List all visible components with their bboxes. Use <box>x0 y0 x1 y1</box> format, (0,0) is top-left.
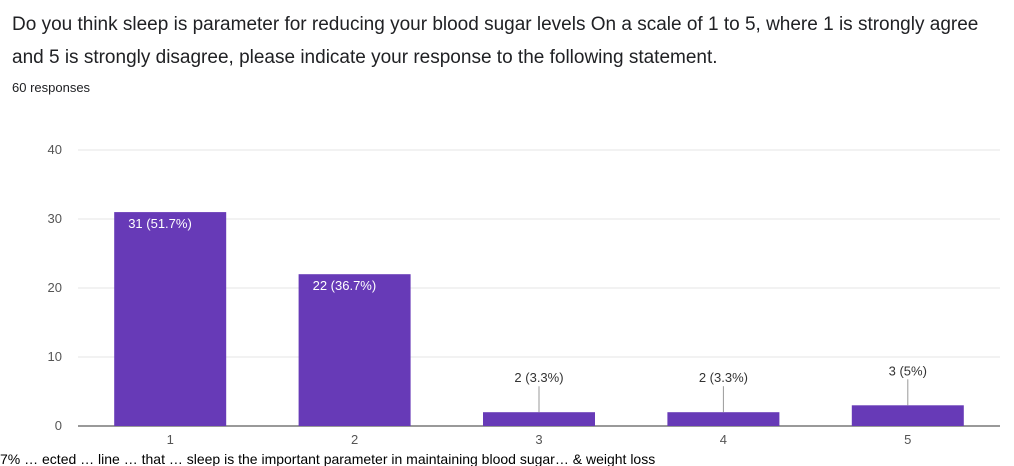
x-tick-label: 3 <box>535 432 542 447</box>
x-tick-label: 5 <box>904 432 911 447</box>
data-label: 2 (3.3%) <box>514 370 563 385</box>
y-tick-label: 40 <box>48 142 62 157</box>
data-label: 2 (3.3%) <box>699 370 748 385</box>
bar <box>298 274 411 426</box>
bar <box>667 412 780 426</box>
data-label: 31 (51.7%) <box>128 216 192 231</box>
y-tick-label: 30 <box>48 211 62 226</box>
labels-layer: 31 (51.7%) 22 (36.7%) 2 (3.3%) 2 (3.3%) 3 (5… <box>128 216 927 413</box>
bar-chart: 0 10 20 30 40 31 (51.7%) 22 (36.7%) 2 (3.3%) 2 … <box>48 142 1000 447</box>
y-tick-label: 0 <box>55 418 62 433</box>
data-label: 3 (5%) <box>889 363 927 378</box>
x-tick-label: 4 <box>720 432 727 447</box>
question-title: Do you think sleep is parameter for redu… <box>12 14 979 68</box>
bar <box>851 405 964 426</box>
bars-layer <box>114 212 964 426</box>
bar <box>114 212 227 426</box>
x-tick-layer: 1 2 3 4 5 <box>167 432 912 447</box>
data-label: 22 (36.7%) <box>313 278 377 293</box>
response-count: 60 responses <box>12 80 91 95</box>
bar <box>483 412 595 426</box>
caption-fragment: 7% … ected … line … that … sleep is the … <box>0 452 656 466</box>
x-tick-label: 1 <box>167 432 174 447</box>
y-tick-label: 10 <box>48 349 62 364</box>
x-tick-label: 2 <box>351 432 358 447</box>
y-tick-label: 20 <box>48 280 62 295</box>
